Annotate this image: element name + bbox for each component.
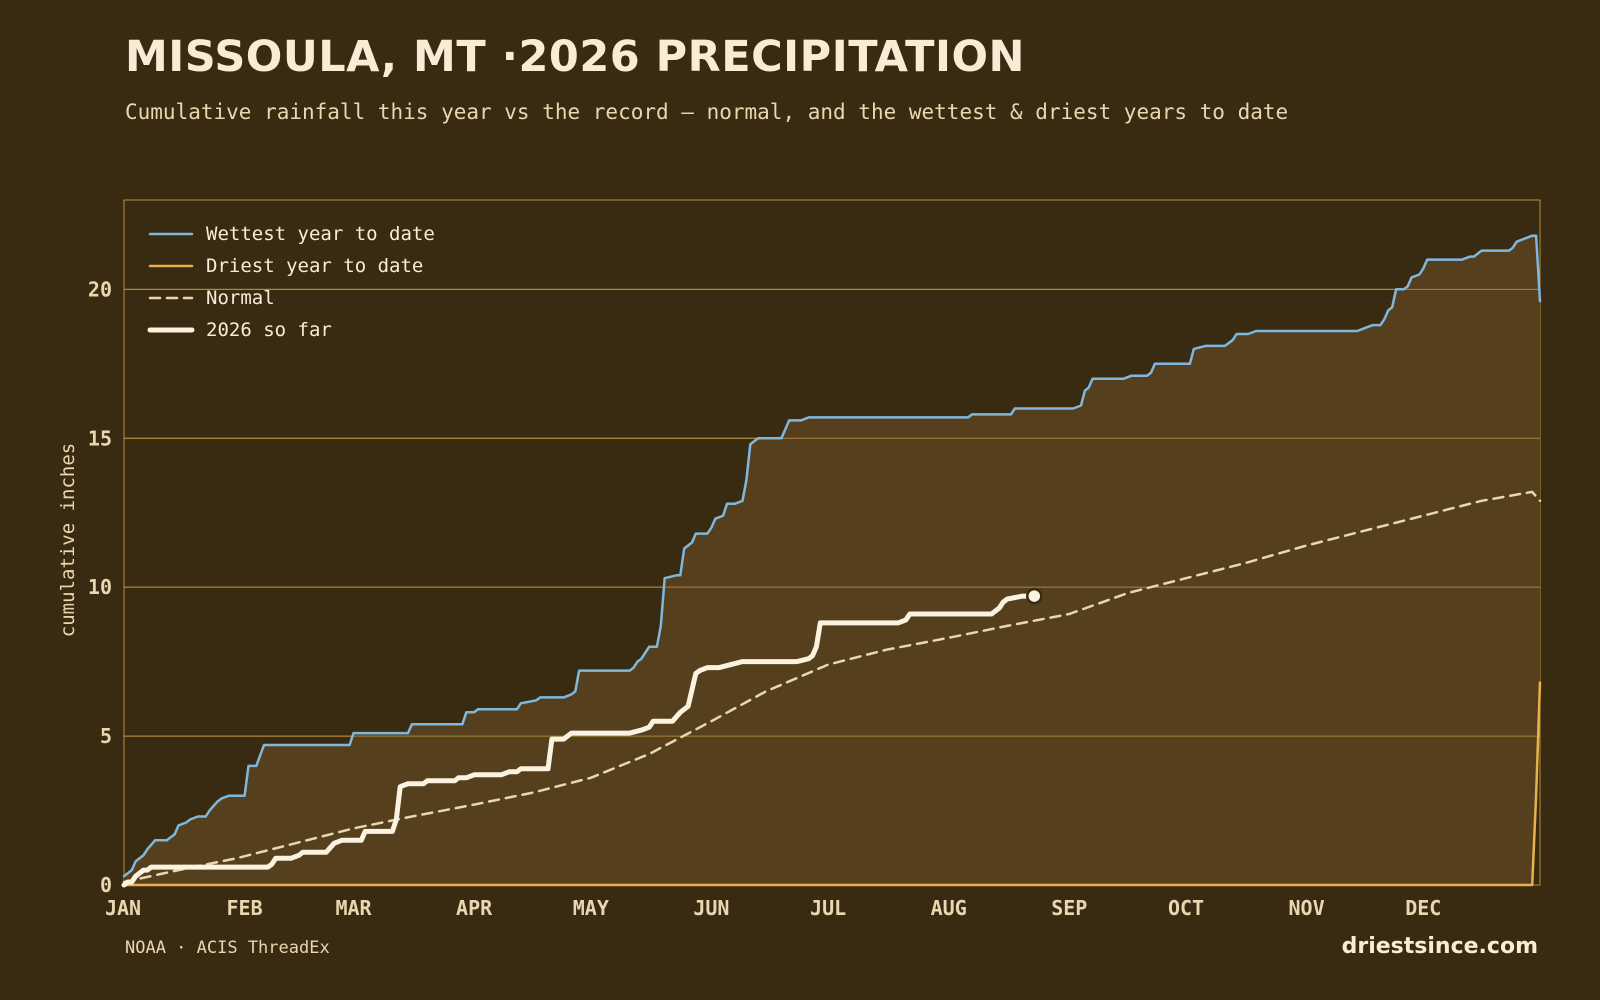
range-band-fill: [124, 235, 1540, 885]
series-line-3: [121, 593, 1037, 888]
x-tick-label-sep: SEP: [1051, 896, 1087, 920]
x-tick-label-dec: DEC: [1405, 896, 1441, 920]
y-tick-label-10: 10: [88, 575, 112, 599]
y-tick-label-0: 0: [100, 873, 112, 897]
x-tick-label-mar: MAR: [335, 896, 372, 920]
legend-label-2: Normal: [206, 287, 275, 309]
brand-link[interactable]: driestsince.com: [1341, 934, 1538, 959]
y-tick-label-15: 15: [88, 426, 112, 450]
x-tick-label-jun: JUN: [693, 896, 729, 920]
series-layer: [121, 234, 1542, 888]
legend-label-3: 2026 so far: [206, 319, 332, 341]
x-tick-label-nov: NOV: [1289, 896, 1325, 920]
series-line-0: [122, 234, 1542, 878]
y-axis-label: cumulative inches: [57, 443, 79, 637]
x-tick-label-oct: OCT: [1168, 896, 1204, 920]
x-tick-label-may: MAY: [573, 896, 609, 920]
y-tick-label-20: 20: [88, 277, 112, 301]
x-tick-label-feb: FEB: [227, 896, 263, 920]
axis-layer: 0 5 10 15 20 JAN FEB MAR APR MAY JUN JUL AUG SEP OCT NO…: [88, 277, 1441, 920]
x-tick-label-aug: AUG: [931, 896, 967, 920]
chart-title: MISSOULA, MT ·2026 PRECIPITATION: [125, 32, 1025, 82]
current-endpoint-marker: [1026, 587, 1043, 605]
legend-label-0: Wettest year to date: [206, 223, 435, 245]
legend: Wettest year to date Driest year to date N…: [147, 223, 435, 341]
series-line-2: [122, 490, 1542, 884]
fill-layer: [124, 235, 1540, 885]
legend-label-1: Driest year to date: [206, 255, 423, 277]
series-line-1: [122, 681, 1542, 887]
x-tick-label-apr: APR: [456, 896, 493, 920]
y-tick-label-5: 5: [100, 724, 112, 748]
x-tick-label-jul: JUL: [810, 896, 846, 920]
chart-subtitle: Cumulative rainfall this year vs the rec…: [125, 100, 1289, 124]
x-tick-label-jan: JAN: [105, 896, 141, 920]
data-source: NOAA · ACIS ThreadEx: [125, 938, 330, 958]
